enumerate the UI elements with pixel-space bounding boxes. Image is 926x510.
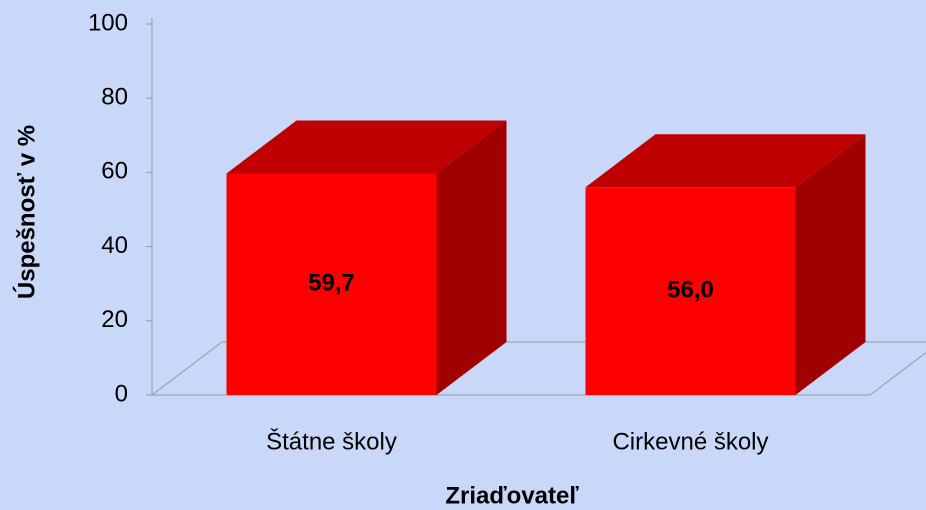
bar-side [436, 120, 507, 395]
y-tick-label: 100 [88, 9, 128, 36]
x-tick-label: Cirkevné školy [612, 428, 768, 455]
data-label: 56,0 [667, 276, 714, 303]
y-tick-label: 60 [101, 158, 128, 185]
bar [226, 173, 437, 395]
x-tick-label: Štátne školy [266, 427, 397, 455]
bar-top [226, 120, 507, 174]
bar-top [585, 134, 866, 188]
data-label: 59,7 [308, 270, 355, 297]
y-tick-label: 20 [101, 306, 128, 333]
bar-side [795, 134, 866, 396]
y-tick-label: 0 [115, 380, 128, 407]
y-axis-title: Úspešnosť v % [12, 125, 40, 299]
bar [585, 187, 796, 395]
y-tick-label: 80 [101, 84, 128, 111]
x-axis-title: Zriaďovateľ [445, 482, 579, 509]
y-tick-label: 40 [101, 232, 128, 259]
